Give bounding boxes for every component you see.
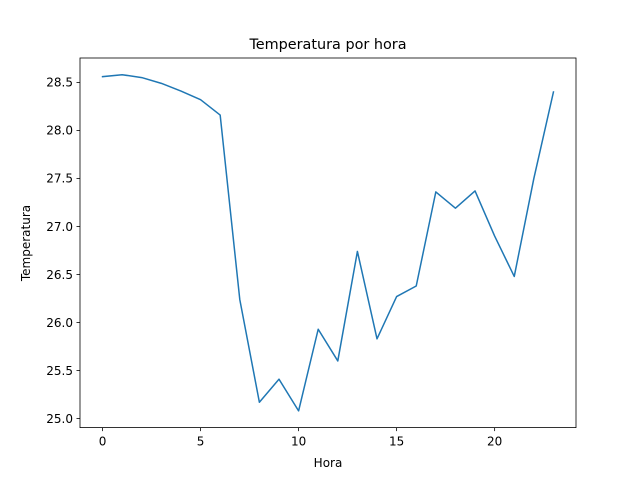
y-tick-label: 28.5 <box>46 76 73 90</box>
chart-title: Temperatura por hora <box>248 37 406 53</box>
x-tick-label: 10 <box>291 435 306 449</box>
x-axis: 0 5 10 15 20 <box>99 427 502 449</box>
y-tick-label: 27.0 <box>46 220 73 234</box>
y-tick-label: 25.0 <box>46 412 73 426</box>
y-tick-label: 27.5 <box>46 172 73 186</box>
y-tick-label: 25.5 <box>46 364 73 378</box>
plot-area <box>79 57 577 429</box>
y-tick-label: 26.0 <box>46 316 73 330</box>
x-axis-label: Hora <box>314 456 343 470</box>
y-axis: 25.0 25.5 26.0 26.5 27.0 27.5 28.0 28.5 <box>46 76 80 426</box>
y-axis-label: Temperatura <box>19 205 33 282</box>
x-tick-label: 5 <box>197 435 205 449</box>
x-tick-label: 20 <box>487 435 502 449</box>
plot-frame <box>79 57 577 429</box>
series-layer <box>101 73 555 412</box>
x-tick-label: 0 <box>99 435 107 449</box>
y-tick-label: 28.0 <box>46 124 73 138</box>
series-line <box>101 73 555 412</box>
y-tick-label: 26.5 <box>46 268 73 282</box>
x-tick-label: 15 <box>389 435 404 449</box>
